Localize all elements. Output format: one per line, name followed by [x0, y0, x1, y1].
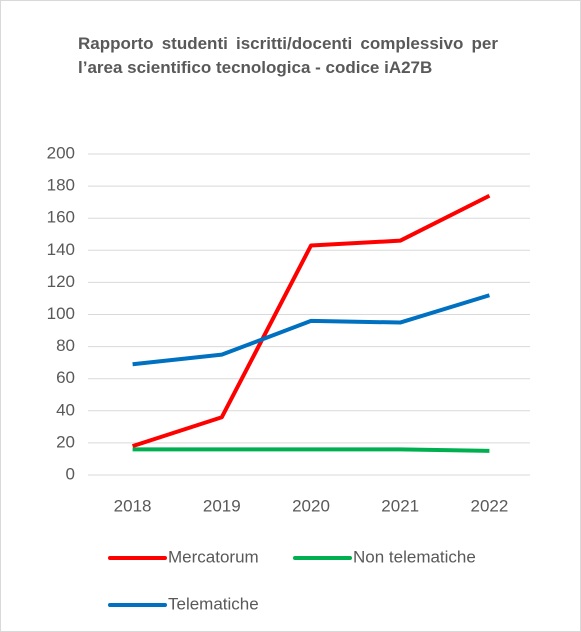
y-tick-label: 80 [56, 336, 75, 355]
legend-label: Mercatorum [168, 547, 259, 566]
y-tick-label: 40 [56, 400, 75, 419]
y-tick-label: 120 [47, 272, 75, 291]
x-tick-label: 2021 [381, 496, 419, 515]
series-line [131, 193, 491, 449]
y-tick-label: 60 [56, 368, 75, 387]
series-line [132, 447, 490, 453]
y-tick-label: 160 [47, 208, 75, 227]
y-tick-label: 140 [47, 240, 75, 259]
y-tick-label: 180 [47, 176, 75, 195]
x-tick-label: 2020 [292, 496, 330, 515]
legend-label: Non telematiche [353, 547, 476, 566]
x-tick-label: 2022 [470, 496, 508, 515]
x-tick-label: 2019 [203, 496, 241, 515]
y-tick-label: 100 [47, 304, 75, 323]
y-tick-label: 0 [66, 464, 75, 483]
chart-title: Rapporto studenti iscritti/docenti compl… [78, 34, 498, 77]
legend-label: Telematiche [168, 594, 259, 613]
y-tick-label: 20 [56, 432, 75, 451]
x-tick-label: 2018 [114, 496, 152, 515]
y-tick-label: 200 [47, 143, 75, 162]
series-line [132, 293, 490, 367]
